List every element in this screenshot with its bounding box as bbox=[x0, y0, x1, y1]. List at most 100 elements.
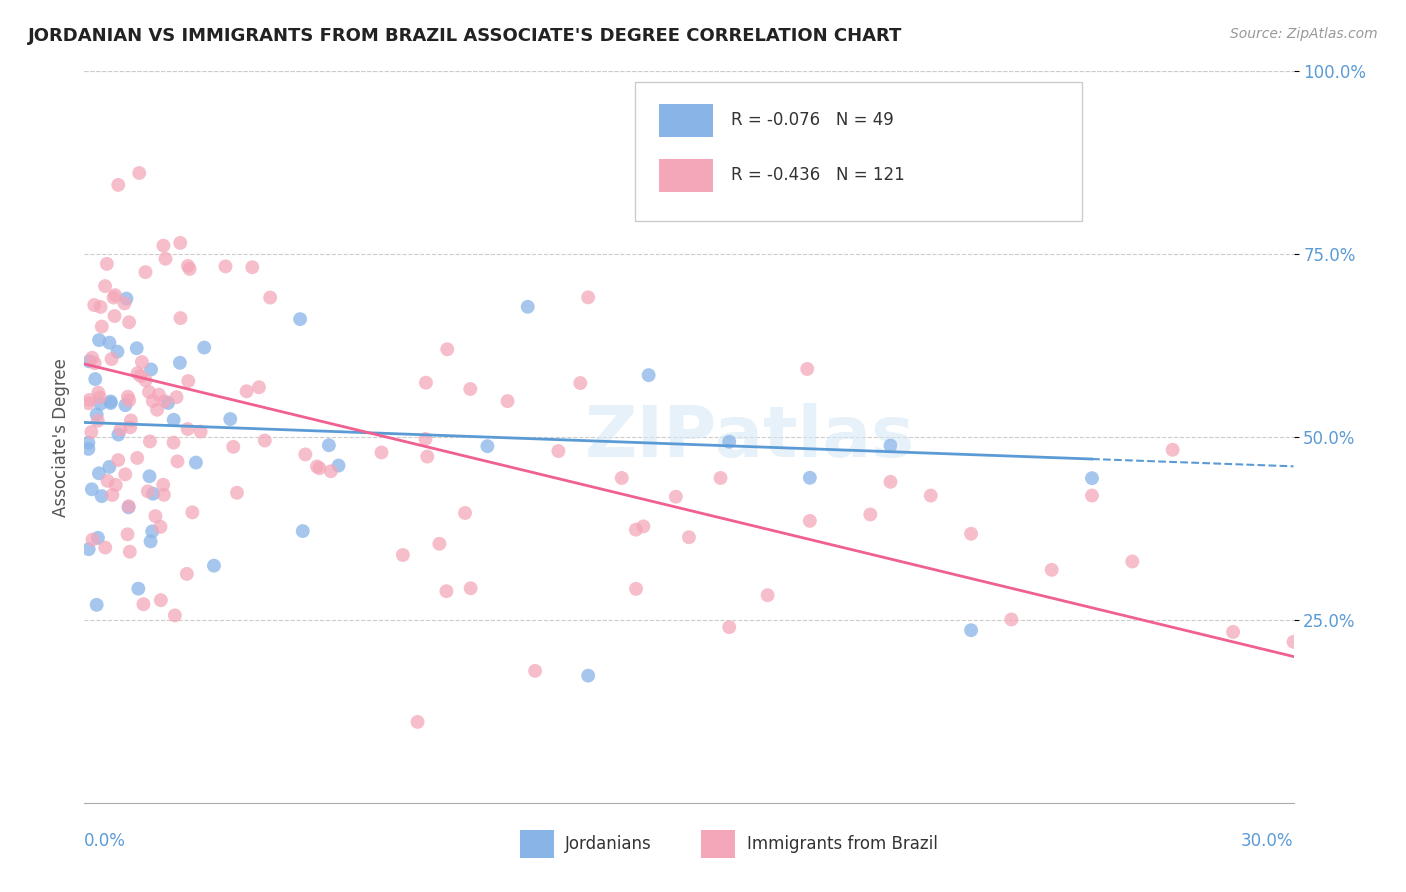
Point bbox=[547, 444, 569, 458]
Text: Source: ZipAtlas.com: Source: ZipAtlas.com bbox=[1230, 27, 1378, 41]
Point bbox=[756, 588, 779, 602]
Point bbox=[162, 435, 184, 450]
Point bbox=[328, 458, 350, 473]
Point bbox=[83, 298, 105, 312]
Point bbox=[392, 548, 415, 562]
Point bbox=[139, 434, 162, 449]
Point bbox=[319, 464, 342, 478]
Point bbox=[516, 300, 538, 314]
Point bbox=[149, 520, 172, 534]
Point bbox=[637, 368, 659, 383]
Point bbox=[576, 290, 599, 304]
Point bbox=[132, 597, 155, 611]
Point bbox=[879, 475, 901, 489]
Point bbox=[610, 471, 633, 485]
Point bbox=[429, 537, 451, 551]
Point bbox=[1161, 442, 1184, 457]
Point bbox=[436, 343, 458, 357]
Point bbox=[118, 315, 141, 329]
Point bbox=[176, 422, 198, 436]
Point bbox=[90, 319, 112, 334]
Point bbox=[153, 394, 176, 409]
Point bbox=[117, 390, 139, 404]
Point bbox=[152, 238, 174, 252]
Text: JORDANIAN VS IMMIGRANTS FROM BRAZIL ASSOCIATE'S DEGREE CORRELATION CHART: JORDANIAN VS IMMIGRANTS FROM BRAZIL ASSO… bbox=[28, 27, 903, 45]
Point bbox=[153, 488, 176, 502]
Point bbox=[169, 311, 191, 326]
Point bbox=[87, 467, 110, 481]
Point bbox=[1081, 471, 1104, 485]
Y-axis label: Associate's Degree: Associate's Degree bbox=[52, 358, 70, 516]
Point bbox=[87, 531, 110, 545]
Point bbox=[524, 664, 547, 678]
Point bbox=[98, 459, 121, 474]
Point bbox=[142, 486, 165, 500]
Point bbox=[135, 373, 157, 387]
Point bbox=[576, 668, 599, 682]
Point bbox=[134, 265, 156, 279]
Point bbox=[193, 341, 215, 355]
Point bbox=[496, 394, 519, 409]
Point bbox=[718, 434, 741, 449]
Point bbox=[129, 368, 152, 383]
Point bbox=[235, 384, 257, 399]
Point bbox=[184, 456, 207, 470]
Point bbox=[294, 447, 316, 461]
Point bbox=[879, 439, 901, 453]
Point bbox=[86, 598, 108, 612]
Point bbox=[370, 445, 392, 459]
Point bbox=[709, 471, 731, 485]
Point bbox=[177, 374, 200, 388]
Point bbox=[1081, 489, 1104, 503]
Point bbox=[436, 584, 458, 599]
Point bbox=[104, 288, 127, 302]
Bar bbox=[659, 159, 713, 192]
Point bbox=[100, 394, 122, 409]
Text: R = -0.076   N = 49: R = -0.076 N = 49 bbox=[731, 112, 894, 129]
Point bbox=[163, 413, 186, 427]
Point bbox=[460, 581, 482, 595]
Point bbox=[101, 488, 124, 502]
Point bbox=[960, 623, 983, 637]
Bar bbox=[659, 104, 713, 137]
Point bbox=[125, 341, 148, 355]
Point bbox=[82, 533, 104, 547]
Text: Immigrants from Brazil: Immigrants from Brazil bbox=[747, 835, 938, 853]
Point bbox=[796, 362, 818, 376]
Point bbox=[114, 398, 136, 412]
Point bbox=[139, 534, 162, 549]
Point bbox=[318, 438, 340, 452]
Point bbox=[97, 474, 120, 488]
Point bbox=[214, 260, 236, 274]
Point bbox=[131, 355, 153, 369]
Point bbox=[166, 390, 188, 404]
Point bbox=[142, 394, 165, 409]
Point bbox=[163, 608, 186, 623]
Point bbox=[169, 235, 191, 250]
Point bbox=[94, 541, 117, 555]
Point bbox=[141, 524, 163, 539]
Point bbox=[114, 467, 136, 482]
Point bbox=[128, 166, 150, 180]
Point bbox=[920, 489, 942, 503]
Point bbox=[117, 527, 139, 541]
Point bbox=[120, 413, 142, 427]
Point bbox=[415, 376, 437, 390]
Point bbox=[633, 519, 655, 533]
Point bbox=[166, 454, 188, 468]
Point bbox=[100, 352, 122, 367]
Point bbox=[240, 260, 263, 275]
Point bbox=[156, 396, 179, 410]
Point bbox=[149, 593, 172, 607]
Point bbox=[1000, 612, 1022, 626]
Point bbox=[148, 387, 170, 401]
Point bbox=[799, 471, 821, 485]
Point bbox=[110, 422, 132, 436]
Point bbox=[96, 257, 118, 271]
Point bbox=[107, 344, 129, 359]
Point bbox=[100, 396, 122, 410]
Point bbox=[152, 477, 174, 491]
Point bbox=[103, 309, 125, 323]
Point bbox=[859, 508, 882, 522]
Point bbox=[155, 252, 177, 266]
